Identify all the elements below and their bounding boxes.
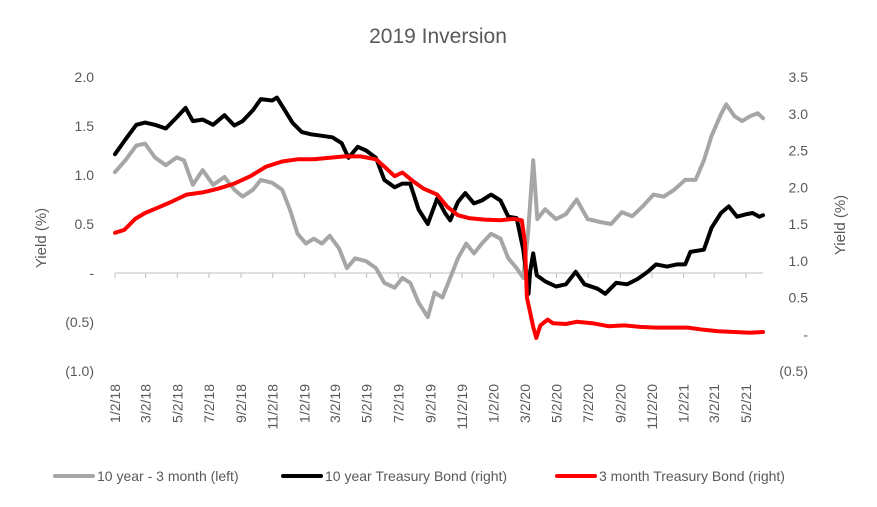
legend: 10 year - 3 month (left) 10 year Treasury… <box>53 468 785 484</box>
y-right-tick-label: 2.5 <box>789 143 809 159</box>
y-left-tick-label: (1.0) <box>65 363 94 379</box>
x-tick-label: 1/2/18 <box>107 384 123 423</box>
series-line <box>113 102 765 320</box>
y-right-tick-label: 3.5 <box>789 69 809 85</box>
x-tick-label: 5/2/20 <box>549 384 565 423</box>
x-tick-label: 7/2/19 <box>390 384 406 423</box>
y-left-tick-label: 1.0 <box>75 167 95 183</box>
legend-label: 10 year Treasury Bond (right) <box>325 468 507 484</box>
x-axis-ticks <box>114 273 747 278</box>
y-right-tick-label: 0.5 <box>789 290 809 306</box>
x-tick-label: 1/2/19 <box>296 384 312 423</box>
x-tick-label: 3/2/20 <box>517 384 533 423</box>
y-left-tick-label: 0.5 <box>75 216 95 232</box>
y-axis-left-label: Yield (%) <box>33 208 50 268</box>
y-axis-right-label: Yield (%) <box>832 195 849 255</box>
y-left-tick-label: 1.5 <box>75 118 95 134</box>
x-tick-label: 3/2/19 <box>327 384 343 423</box>
y-axis-left-ticks: 2.0 1.5 1.0 0.5 - (0.5) (1.0) <box>65 69 94 379</box>
series-layer <box>113 95 765 340</box>
y-right-tick-label: (0.5) <box>779 363 808 379</box>
y-left-tick-label: (0.5) <box>65 314 94 330</box>
series-line <box>113 154 765 340</box>
y-left-tick-label: - <box>89 265 94 281</box>
x-tick-label: 5/2/18 <box>169 384 185 423</box>
x-tick-label: 9/2/20 <box>612 384 628 423</box>
x-tick-label: 5/2/19 <box>359 384 375 423</box>
x-tick-label: 3/2/18 <box>138 384 154 423</box>
x-tick-label: 9/2/18 <box>233 384 249 423</box>
y-right-tick-label: - <box>803 326 808 342</box>
y-right-tick-label: 3.0 <box>789 106 809 122</box>
x-tick-label: 11/2/18 <box>265 384 281 430</box>
x-tick-label: 1/2/21 <box>676 384 692 423</box>
x-axis-tick-labels: 1/2/18 3/2/18 5/2/18 7/2/18 9/2/18 11/2/18 1/2… <box>107 384 754 430</box>
x-tick-label: 11/2/19 <box>454 384 470 430</box>
y-right-tick-label: 1.5 <box>789 216 809 232</box>
legend-label: 3 month Treasury Bond (right) <box>599 468 785 484</box>
x-tick-label: 3/2/21 <box>706 384 722 423</box>
x-tick-label: 5/2/21 <box>738 384 754 423</box>
x-tick-label: 7/2/20 <box>580 384 596 423</box>
x-tick-label: 1/2/20 <box>486 384 502 423</box>
x-tick-label: 7/2/18 <box>201 384 217 423</box>
y-left-tick-label: 2.0 <box>75 69 95 85</box>
y-right-tick-label: 1.0 <box>789 253 809 269</box>
legend-label: 10 year - 3 month (left) <box>97 468 239 484</box>
y-right-tick-label: 2.0 <box>789 179 809 195</box>
series-line <box>113 95 765 296</box>
x-tick-label: 11/2/20 <box>644 384 660 430</box>
chart-title: 2019 Inversion <box>369 25 507 48</box>
y-axis-right-ticks: 3.5 3.0 2.5 2.0 1.5 1.0 0.5 - (0.5) <box>779 69 808 379</box>
x-tick-label: 9/2/19 <box>422 384 438 423</box>
